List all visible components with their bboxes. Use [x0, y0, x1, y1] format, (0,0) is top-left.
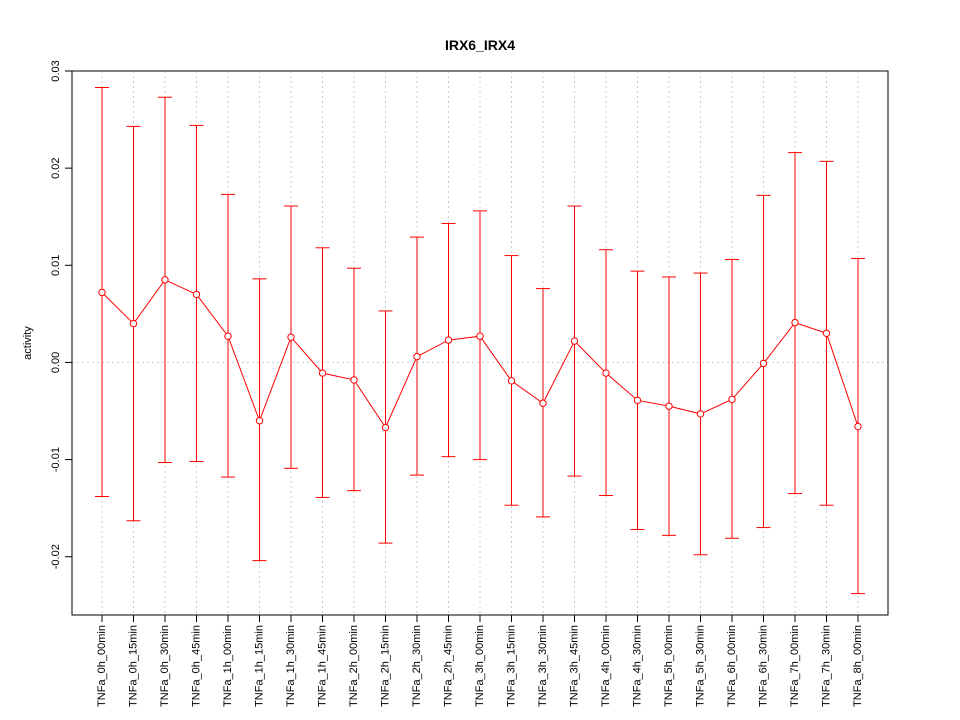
chart-title: IRX6_IRX4 — [445, 37, 515, 53]
data-point — [507, 377, 516, 385]
data-point — [224, 332, 232, 340]
data-point — [759, 359, 768, 368]
x-tick-label: TNFa_0h_15min — [127, 625, 139, 707]
x-tick-label: TNFa_2h_15min — [379, 625, 391, 707]
x-tick-label: TNFa_4h_30min — [631, 625, 643, 707]
data-point — [476, 332, 484, 340]
data-point — [161, 276, 169, 284]
data-point — [192, 290, 201, 299]
data-point — [822, 329, 831, 337]
data-point — [129, 319, 138, 328]
x-tick-label: TNFa_2h_00min — [348, 625, 360, 707]
x-tick-label: TNFa_1h_30min — [285, 625, 297, 707]
x-tick-label: TNFa_1h_45min — [316, 625, 328, 707]
x-tick-label: TNFa_8h_00min — [852, 625, 864, 707]
y-tick-label: 0.00 — [50, 352, 62, 373]
plot-border — [71, 70, 889, 616]
data-point — [696, 410, 705, 418]
y-tick-label: 0.03 — [50, 60, 62, 81]
x-tick-label: TNFa_5h_30min — [694, 625, 706, 707]
data-point — [413, 352, 421, 361]
data-point — [350, 376, 358, 384]
data-point — [255, 417, 264, 425]
x-axis: TNFa_0h_00min TNFa_0h_15min TNFa_0h_30min T… — [96, 615, 864, 707]
x-tick-label: TNFa_6h_00min — [726, 625, 738, 707]
data-point — [854, 422, 862, 431]
x-tick-label: TNFa_1h_15min — [253, 625, 265, 707]
x-tick-label: TNFa_0h_30min — [159, 625, 171, 707]
data-point — [287, 333, 295, 341]
x-tick-label: TNFa_3h_45min — [568, 625, 580, 707]
y-axis-label: activity — [22, 326, 34, 360]
data-point — [318, 369, 327, 377]
x-tick-label: TNFa_0h_00min — [96, 625, 108, 707]
x-tick-label: TNFa_7h_00min — [789, 625, 801, 707]
x-tick-label: TNFa_3h_30min — [537, 625, 549, 707]
y-tick-label: -0.01 — [50, 447, 62, 472]
data-point — [444, 336, 453, 344]
data-point — [602, 369, 610, 377]
data-point — [665, 402, 673, 410]
x-tick-label: TNFa_1h_00min — [222, 625, 234, 707]
x-tick-label: TNFa_5h_00min — [663, 625, 675, 707]
y-axis: -0.02 -0.01 0.00 0.01 0.02 0.03 — [50, 60, 72, 569]
data-point — [728, 395, 736, 404]
data-point — [381, 423, 390, 432]
data-point — [570, 337, 579, 345]
x-tick-label: TNFa_4h_00min — [600, 625, 612, 707]
x-tick-label: TNFa_2h_30min — [411, 625, 423, 707]
data-point — [791, 318, 799, 327]
data-series — [95, 87, 865, 595]
x-tick-label: TNFa_2h_45min — [442, 625, 454, 707]
data-point — [633, 396, 642, 405]
y-tick-label: 0.02 — [50, 157, 62, 178]
x-tick-label: TNFa_3h_00min — [474, 625, 486, 707]
data-point — [98, 288, 106, 297]
data-point — [539, 399, 547, 407]
x-tick-label: TNFa_6h_30min — [757, 625, 769, 707]
y-tick-label: 0.01 — [50, 255, 62, 276]
x-tick-label: TNFa_3h_15min — [505, 625, 517, 707]
y-tick-label: -0.02 — [50, 544, 62, 569]
x-tick-label: TNFa_0h_45min — [190, 625, 202, 707]
x-tick-label: TNFa_7h_30min — [820, 625, 832, 707]
